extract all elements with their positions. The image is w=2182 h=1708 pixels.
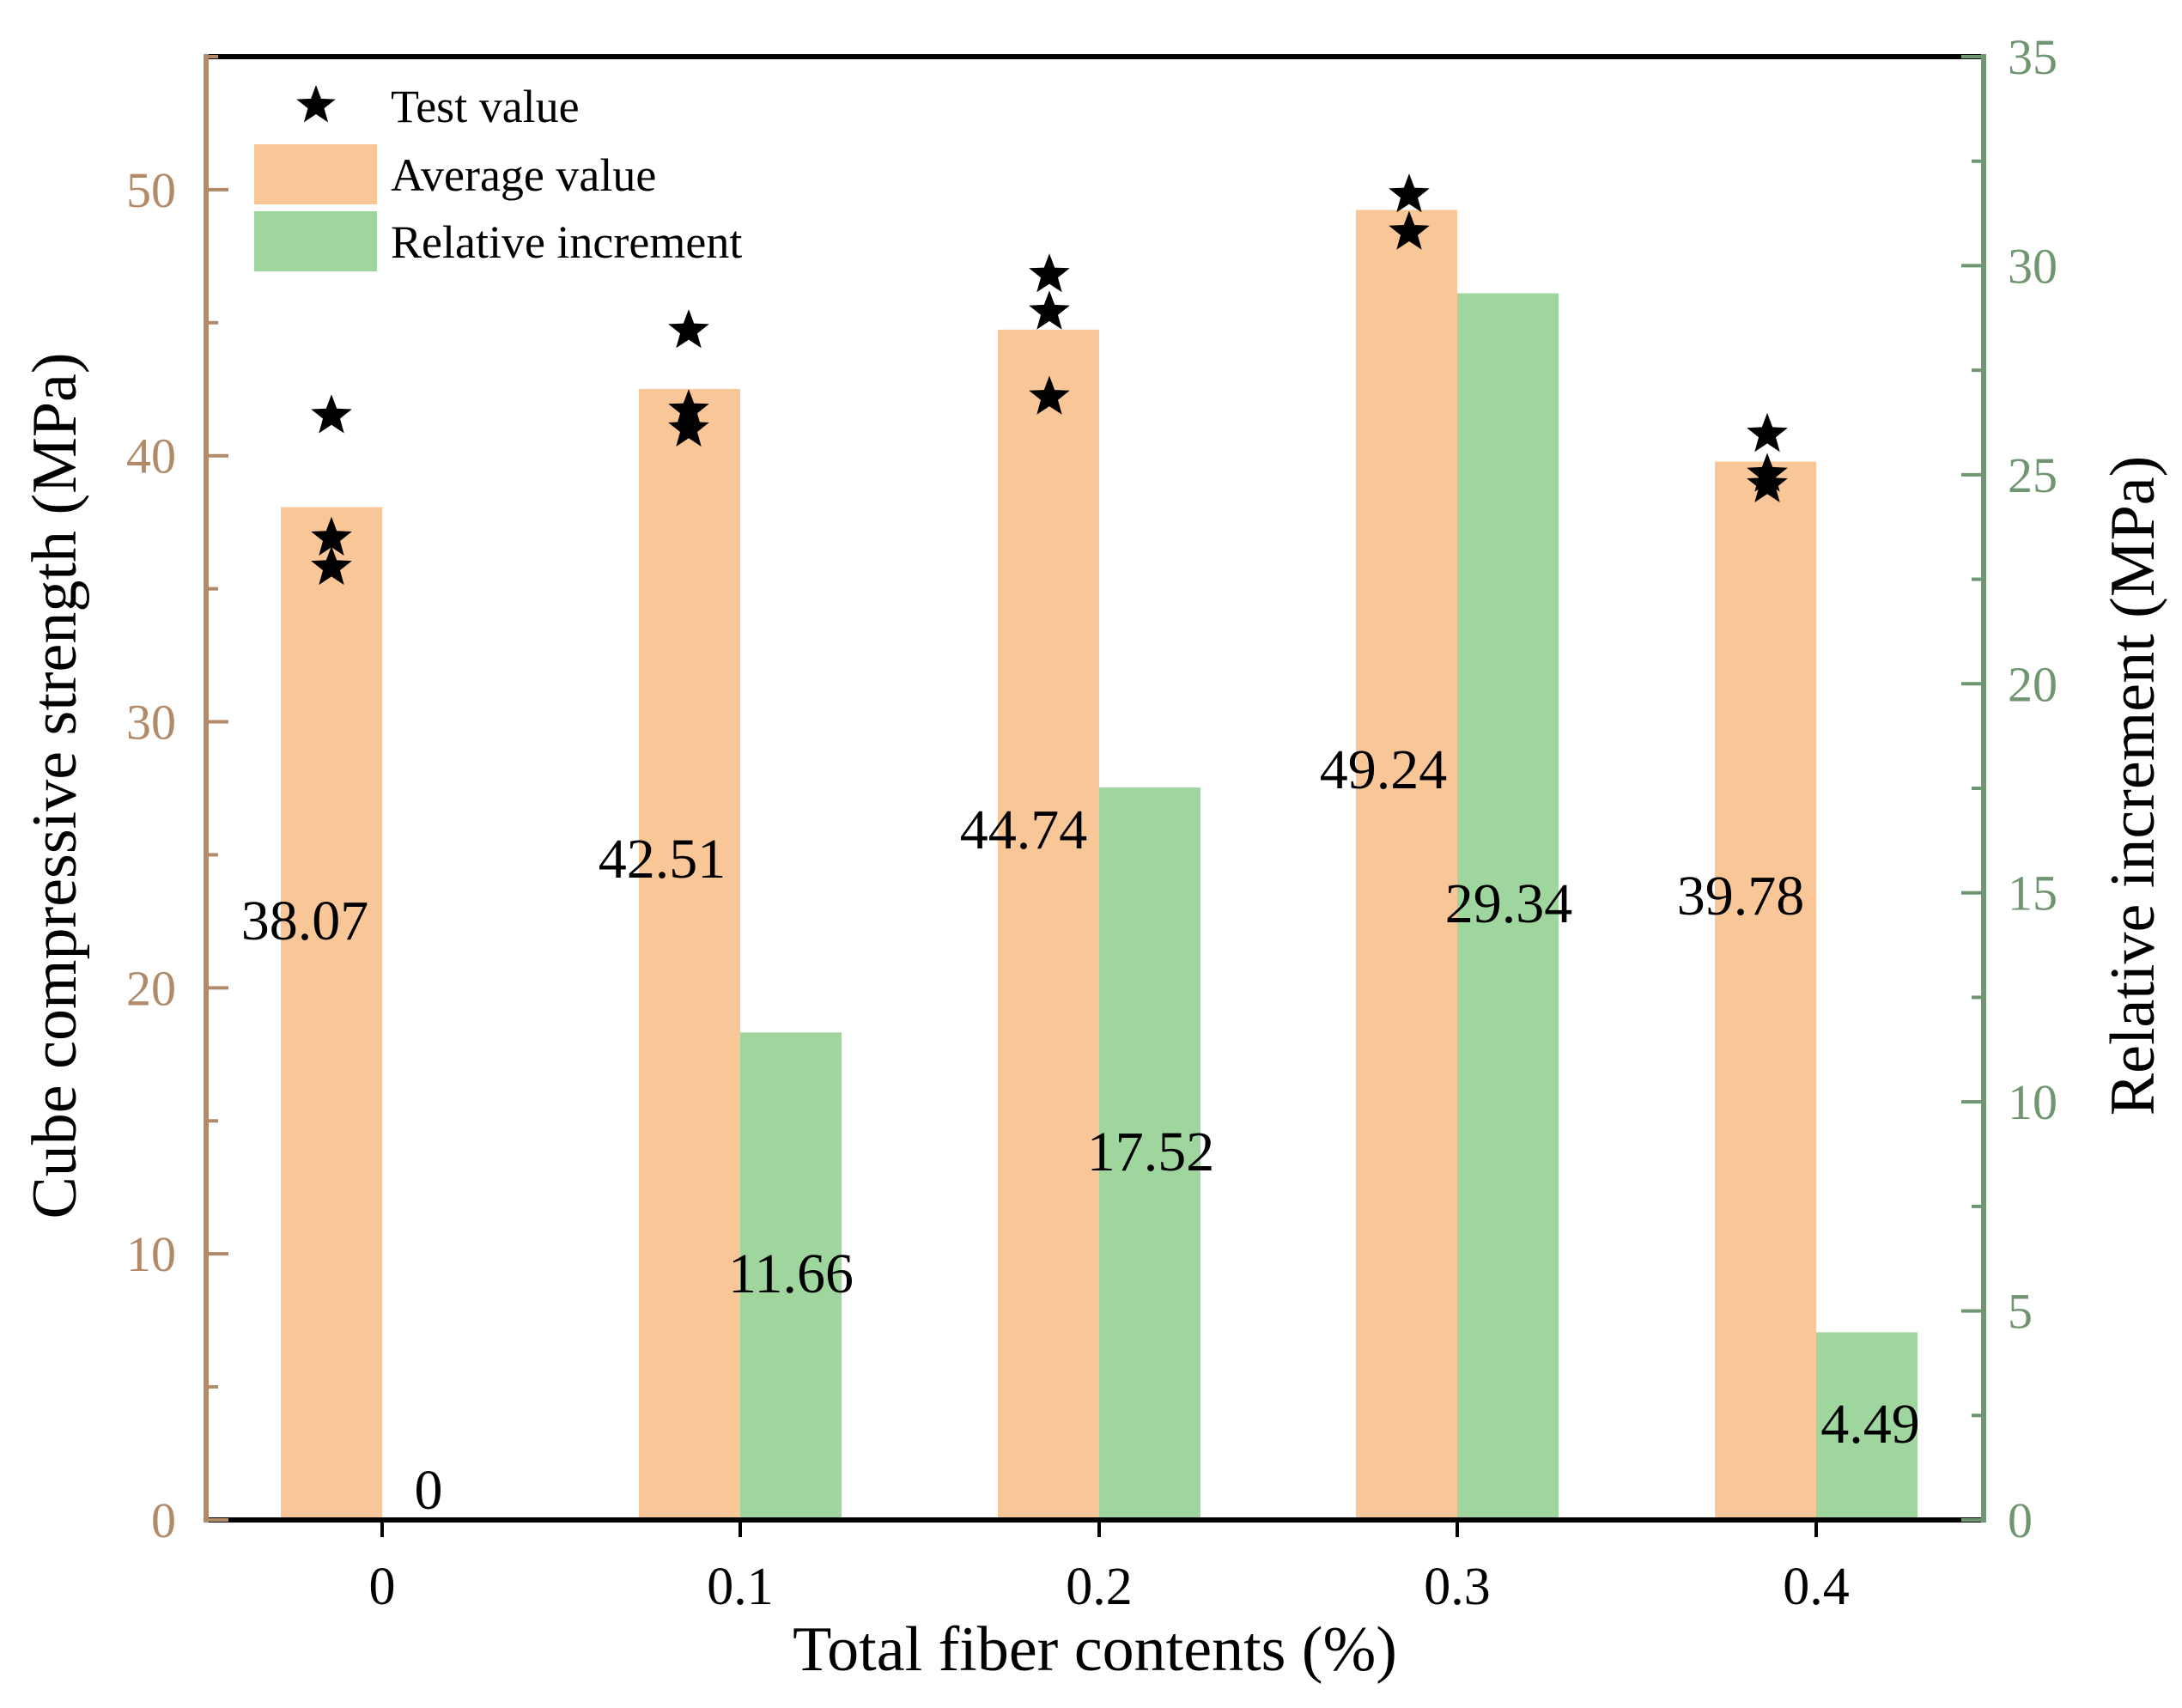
test-value-star [1029, 375, 1070, 415]
test-value-star [668, 407, 709, 447]
right-tick-label: 5 [2008, 1284, 2033, 1340]
x-tick-label: 0.2 [1066, 1558, 1133, 1616]
x-tick-label: 0 [369, 1558, 396, 1616]
right-axis-ticks: 0 5 10 15 20 25 30 35 [1961, 29, 2057, 1548]
test-value-star [1389, 173, 1430, 213]
left-axis-ticks: 0 10 20 30 40 50 [126, 55, 228, 1548]
average-bar-0.1 [639, 388, 740, 1521]
legend-label-average: Average value [391, 149, 656, 201]
average-bars [281, 210, 1816, 1521]
average-value-label: 44.74 [960, 799, 1088, 861]
relative-value-label: 4.49 [1820, 1393, 1920, 1456]
x-axis-title: Total fiber contents (%) [793, 1614, 1397, 1685]
left-tick-label: 0 [151, 1492, 176, 1548]
x-tick-label: 0.3 [1424, 1558, 1491, 1616]
bar-value-labels: 38.07 42.51 44.74 49.24 39.78 0 11.66 17.52 29.3… [241, 739, 1920, 1522]
relative-bar-0.1 [740, 1032, 842, 1520]
right-tick-label: 10 [2008, 1074, 2057, 1130]
legend-swatch-average [254, 144, 377, 204]
left-tick-label: 10 [126, 1226, 176, 1282]
legend-star-icon [296, 85, 336, 123]
test-value-star [668, 309, 709, 349]
left-tick-label: 40 [126, 429, 176, 484]
left-tick-label: 50 [126, 162, 176, 218]
x-tick-label: 0.4 [1783, 1558, 1850, 1616]
left-tick-label: 20 [126, 960, 176, 1016]
relative-value-label: 0 [415, 1459, 443, 1522]
right-axis-title: Relative increment (MPa) [2098, 456, 2168, 1116]
average-bar-0 [281, 507, 382, 1520]
legend: Test value Average value Relative increm… [254, 81, 742, 271]
right-tick-label: 25 [2008, 447, 2057, 503]
legend-label-test: Test value [391, 81, 580, 132]
relative-bar-0.2 [1099, 787, 1200, 1520]
left-tick-label: 30 [126, 695, 176, 751]
test-value-star [1747, 412, 1788, 453]
test-value-markers [311, 173, 1788, 586]
average-value-label: 38.07 [241, 890, 369, 952]
right-tick-label: 20 [2008, 656, 2057, 712]
test-value-star [311, 394, 352, 434]
test-value-star [1747, 463, 1788, 502]
legend-swatch-relative [254, 211, 377, 271]
x-axis-ticks: 0 0.1 0.2 0.3 0.4 [369, 1520, 1850, 1616]
right-tick-label: 15 [2008, 866, 2057, 921]
relative-bar-0.4 [1816, 1332, 1918, 1520]
right-tick-label: 35 [2008, 29, 2057, 85]
relative-value-label: 11.66 [728, 1243, 854, 1305]
average-value-label: 39.78 [1677, 865, 1805, 927]
average-value-label: 49.24 [1320, 739, 1448, 801]
average-bar-0.3 [1356, 210, 1457, 1520]
right-tick-label: 30 [2008, 238, 2057, 294]
test-value-star [1029, 290, 1070, 330]
right-tick-label: 0 [2008, 1492, 2033, 1548]
average-bar-0.4 [1715, 461, 1816, 1521]
average-value-label: 42.51 [599, 828, 726, 890]
relative-increment-bars [740, 293, 1918, 1520]
relative-value-label: 29.34 [1445, 872, 1573, 935]
test-value-star [311, 545, 352, 586]
test-value-star [1389, 210, 1430, 250]
test-value-star [1029, 253, 1070, 293]
test-value-star [311, 516, 352, 556]
left-axis-title: Cube compressive strength (MPa) [20, 352, 90, 1219]
x-tick-label: 0.1 [707, 1558, 774, 1616]
relative-bar-0.3 [1457, 293, 1559, 1520]
legend-label-relative: Relative increment [391, 216, 742, 268]
relative-value-label: 17.52 [1087, 1121, 1215, 1183]
average-bar-0.2 [998, 329, 1099, 1521]
